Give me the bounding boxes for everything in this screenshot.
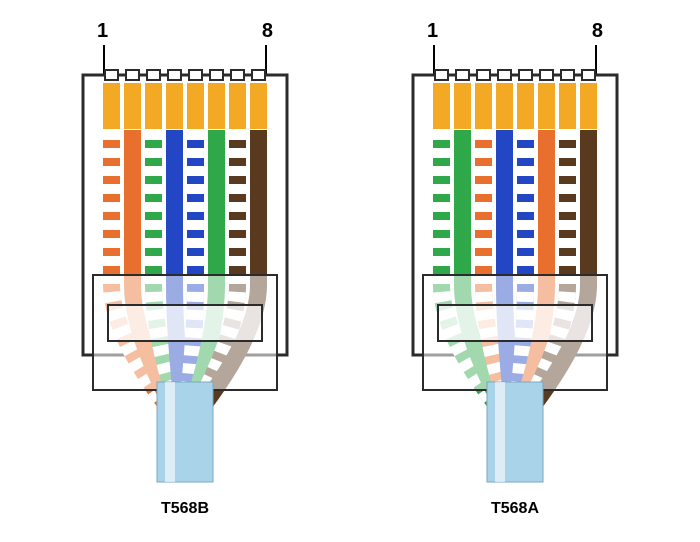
pin-1-label: 1 (97, 20, 108, 43)
diagram-container: 1 8 T568B 1 8 T568A (0, 0, 700, 520)
connector-svg-b (55, 50, 315, 520)
pin-8-label: 8 (262, 20, 273, 43)
pin-8-label: 8 (592, 20, 603, 43)
label-t568b: T568B (55, 500, 315, 518)
connector-t568b: 1 8 T568B (55, 20, 315, 520)
pin-1-label: 1 (427, 20, 438, 43)
label-t568a: T568A (385, 500, 645, 518)
connector-t568a: 1 8 T568A (385, 20, 645, 520)
connector-svg-a (385, 50, 645, 520)
